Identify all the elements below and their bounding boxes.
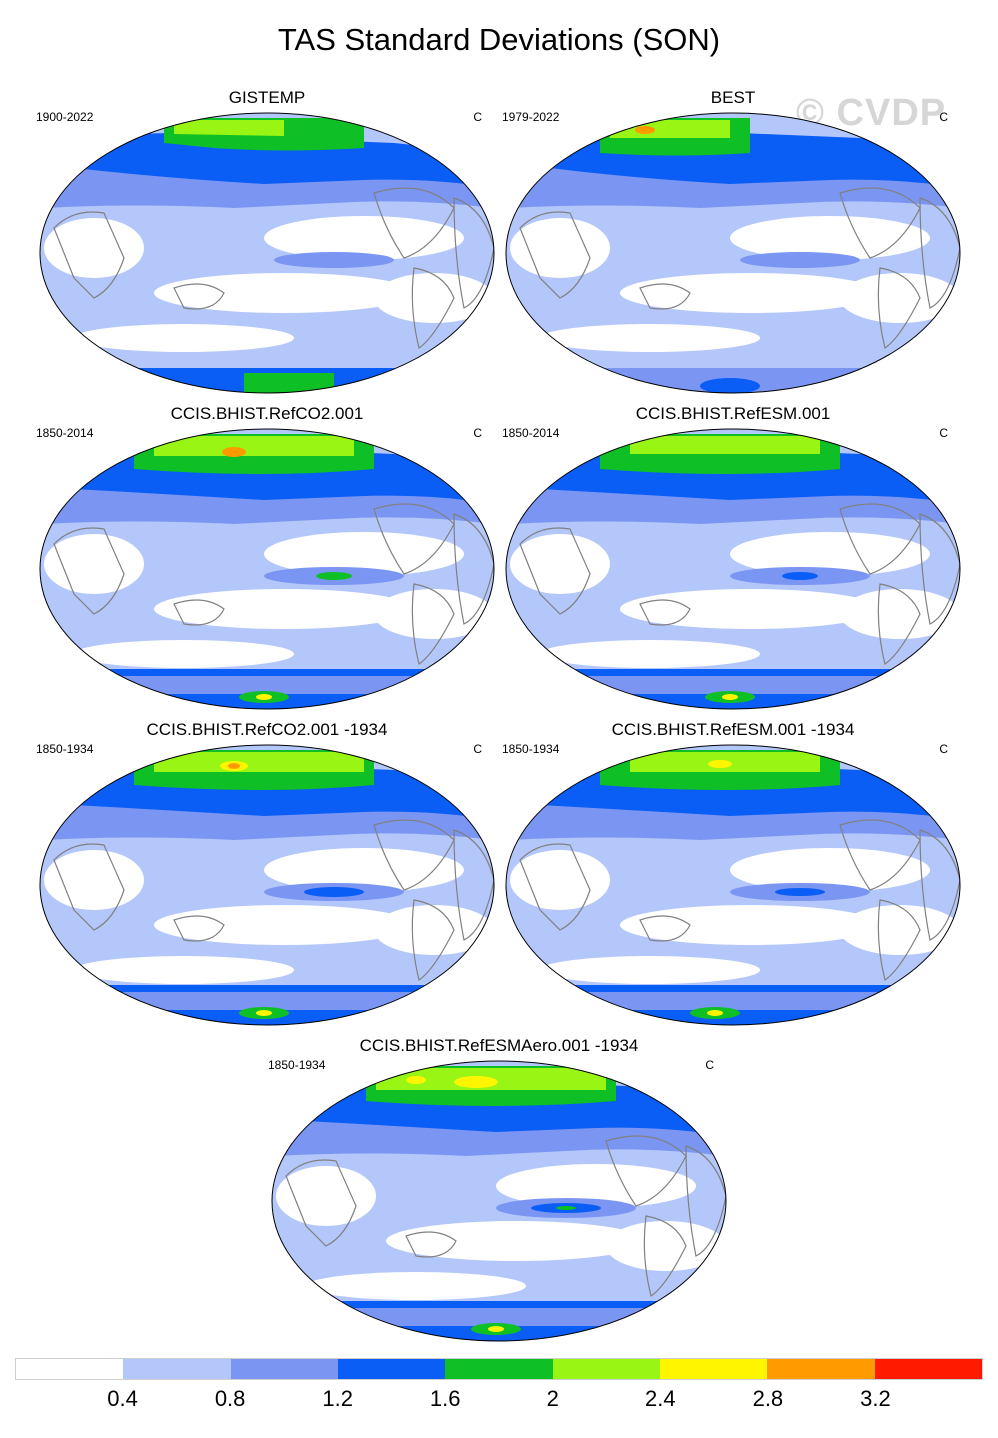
robinson-map <box>39 428 495 710</box>
panel-unit: C <box>705 1058 714 1072</box>
map-panel-best: BEST 1979-2022 C <box>500 88 966 394</box>
panel-unit: C <box>473 742 482 756</box>
colorbar-box <box>123 1359 231 1379</box>
panel-period: 1850-1934 <box>268 1058 326 1072</box>
colorbar-label: 0.4 <box>107 1386 138 1411</box>
robinson-map <box>505 112 961 394</box>
panel-title: CCIS.BHIST.RefCO2.001 <box>170 404 364 423</box>
colorbar-label: 1.6 <box>429 1386 461 1411</box>
colorbar-label: 2 <box>546 1386 559 1411</box>
robinson-map <box>271 1060 727 1342</box>
colorbar-box <box>337 1359 446 1379</box>
colorbar-box <box>445 1359 553 1379</box>
robinson-map <box>505 744 961 1026</box>
panel-period: 1979-2022 <box>502 110 560 124</box>
colorbar-box <box>230 1359 338 1379</box>
panel-title: CCIS.BHIST.RefESM.001 <box>635 404 831 423</box>
colorbar-label: 3.2 <box>860 1386 891 1411</box>
colorbar-label: 2.4 <box>645 1386 676 1411</box>
panel-title: CCIS.BHIST.RefESMAero.001 -1934 <box>359 1036 639 1055</box>
map-panel-gistemp: GISTEMP 1900-2022 C <box>34 88 500 394</box>
colorbar-box <box>552 1359 660 1379</box>
colorbar-label: 2.8 <box>752 1386 784 1411</box>
panel-unit: C <box>473 426 482 440</box>
figure-title: TAS Standard Deviations (SON) <box>277 22 721 57</box>
panel-period: 1850-1934 <box>36 742 94 756</box>
colorbar-box <box>874 1359 982 1379</box>
colorbar-box <box>16 1359 124 1379</box>
colorbar-box <box>767 1359 875 1379</box>
panel-unit: C <box>939 110 948 124</box>
panel-period: 1850-2014 <box>502 426 560 440</box>
panel-period: 1850-2014 <box>36 426 94 440</box>
colorbar-label: 1.2 <box>322 1386 353 1411</box>
robinson-map <box>505 428 961 710</box>
map-panel-refesmaero-1934: CCIS.BHIST.RefESMAero.001 -1934 1850-193… <box>266 1036 732 1342</box>
colorbar-label: 0.8 <box>214 1386 246 1411</box>
panel-period: 1850-1934 <box>502 742 560 756</box>
map-panel-refco2-1934: CCIS.BHIST.RefCO2.001 -1934 1850-1934 C <box>34 720 500 1026</box>
map-panel-refesm-1934: CCIS.BHIST.RefESM.001 -1934 1850-1934 C <box>500 720 966 1026</box>
map-panel-refesm: CCIS.BHIST.RefESM.001 1850-2014 C <box>500 404 966 710</box>
robinson-map <box>39 112 495 394</box>
panel-title: GISTEMP <box>228 88 306 107</box>
panel-unit: C <box>473 110 482 124</box>
panel-period: 1900-2022 <box>36 110 94 124</box>
panel-title: CCIS.BHIST.RefESM.001 -1934 <box>611 720 855 739</box>
robinson-map <box>39 744 495 1026</box>
colorbar <box>15 1358 983 1380</box>
panel-title: BEST <box>710 88 756 107</box>
map-panel-refco2: CCIS.BHIST.RefCO2.001 1850-2014 C <box>34 404 500 710</box>
colorbar-box <box>659 1359 768 1379</box>
panel-unit: C <box>939 426 948 440</box>
panel-title: CCIS.BHIST.RefCO2.001 -1934 <box>146 720 388 739</box>
panel-unit: C <box>939 742 948 756</box>
